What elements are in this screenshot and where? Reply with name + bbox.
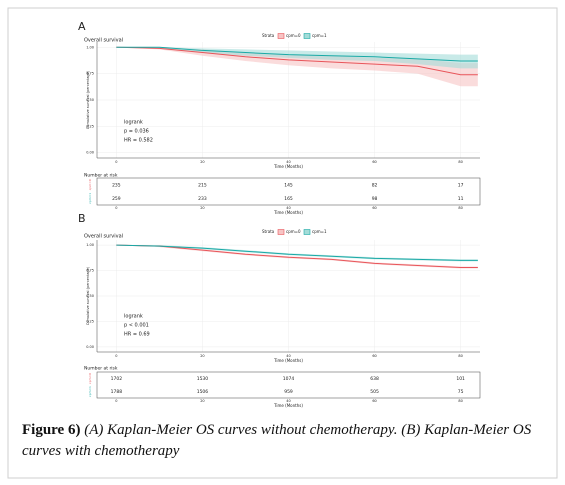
x-tick-label: 20 — [200, 160, 204, 164]
legend-title: Strata — [262, 33, 275, 38]
risk-count: 82 — [372, 182, 378, 188]
risk-count: 165 — [284, 196, 293, 202]
x-tick-label: 80 — [458, 206, 462, 210]
y-tick-label: 0.25 — [86, 124, 94, 128]
x-axis-label: Time (Months) — [273, 358, 303, 363]
survival-curve — [116, 244, 478, 261]
risk-count: 235 — [112, 182, 121, 188]
annotation: logrank — [124, 120, 143, 126]
risk-count: 1530 — [197, 376, 209, 382]
y-axis-label: Cumulative survival (percentage) — [86, 70, 90, 129]
risk-row-label: cpm=1 — [88, 193, 92, 204]
x-tick-label: 40 — [286, 160, 290, 164]
risk-count: 17 — [458, 182, 464, 188]
legend-swatch — [303, 33, 311, 39]
risk-row-label: cpm=0 — [88, 179, 92, 190]
legend-label: cpm=0 — [286, 229, 301, 234]
annotation: logrank — [124, 314, 143, 320]
x-tick-label: 0 — [115, 354, 117, 358]
risk-row-label: cpm=1 — [88, 386, 92, 397]
legend-swatch — [277, 229, 285, 235]
survival-curve — [116, 46, 478, 76]
risk-count: 145 — [284, 182, 293, 188]
risk-count: 101 — [456, 376, 465, 382]
risk-row-label: cpm=0 — [88, 373, 92, 384]
y-tick-label: 0.50 — [86, 294, 94, 298]
x-axis-label: Time (Months) — [273, 164, 303, 169]
x-tick-label: 80 — [458, 399, 462, 403]
y-tick-label: 0.25 — [86, 319, 94, 323]
x-tick-label: 80 — [458, 160, 462, 164]
x-tick-label: 0 — [115, 160, 117, 164]
risk-count: 1074 — [283, 376, 295, 382]
caption-text: (A) Kaplan-Meier OS curves without chemo… — [22, 422, 532, 459]
risk-table-title: Number at risk — [84, 173, 118, 179]
x-axis-label: Time (Months) — [273, 210, 303, 215]
legend-label: cpm=1 — [312, 33, 327, 38]
survival-curve — [116, 46, 478, 62]
y-tick-label: 0.50 — [86, 98, 94, 102]
panel-label: A — [78, 20, 86, 33]
annotation: p = 0.036 — [124, 129, 149, 135]
x-tick-label: 40 — [286, 399, 290, 403]
risk-count: 638 — [370, 376, 379, 382]
risk-count: 1506 — [197, 389, 209, 395]
y-axis-label: Cumulative survival (percentage) — [86, 266, 90, 325]
x-tick-label: 20 — [200, 399, 204, 403]
figure-border — [7, 7, 558, 479]
legend-label: cpm=0 — [286, 33, 301, 38]
risk-table-box — [96, 371, 481, 399]
legend-title: Strata — [262, 229, 275, 234]
x-tick-label: 40 — [286, 354, 290, 358]
risk-count: 1788 — [111, 389, 123, 395]
annotation: HR = 0.582 — [124, 138, 153, 144]
x-tick-label: 80 — [458, 354, 462, 358]
x-axis-label: Time (Months) — [273, 403, 303, 408]
legend-swatch — [277, 33, 285, 39]
caption-label: Figure 6) — [22, 422, 81, 438]
legend-label: cpm=1 — [312, 229, 327, 234]
panel-label: B — [78, 212, 86, 225]
annotation: HR = 0.69 — [124, 332, 150, 338]
risk-table-box — [96, 177, 481, 206]
x-tick-label: 20 — [200, 354, 204, 358]
x-tick-label: 60 — [372, 354, 376, 358]
survival-curve — [116, 244, 478, 268]
chart-title: Overall survival — [84, 38, 123, 44]
risk-count: 75 — [458, 389, 464, 395]
legend-swatch — [303, 229, 311, 235]
y-tick-label: 0.00 — [86, 345, 94, 349]
y-tick-label: 0.75 — [86, 269, 94, 273]
risk-count: 1702 — [111, 376, 123, 382]
confidence-band — [116, 245, 478, 262]
x-tick-label: 60 — [372, 160, 376, 164]
risk-count: 98 — [372, 196, 378, 202]
risk-count: 259 — [112, 196, 121, 202]
risk-count: 959 — [284, 389, 293, 395]
x-tick-label: 60 — [372, 206, 376, 210]
annotation: p < 0.001 — [124, 323, 149, 329]
risk-count: 233 — [198, 196, 207, 202]
chart-title: Overall survival — [84, 234, 123, 240]
y-tick-label: 1.00 — [86, 45, 94, 49]
x-tick-label: 40 — [286, 206, 290, 210]
x-tick-label: 20 — [200, 206, 204, 210]
risk-count: 11 — [458, 196, 464, 202]
y-tick-label: 0.00 — [86, 151, 94, 155]
risk-table-title: Number at risk — [84, 366, 118, 372]
risk-count: 505 — [370, 389, 379, 395]
x-tick-label: 0 — [115, 399, 117, 403]
caption: Figure 6) (A) Kaplan-Meier OS curves wit… — [22, 420, 547, 462]
risk-count: 215 — [198, 182, 207, 188]
x-tick-label: 60 — [372, 399, 376, 403]
y-tick-label: 0.75 — [86, 72, 94, 76]
x-tick-label: 0 — [115, 206, 117, 210]
y-tick-label: 1.00 — [86, 243, 94, 247]
